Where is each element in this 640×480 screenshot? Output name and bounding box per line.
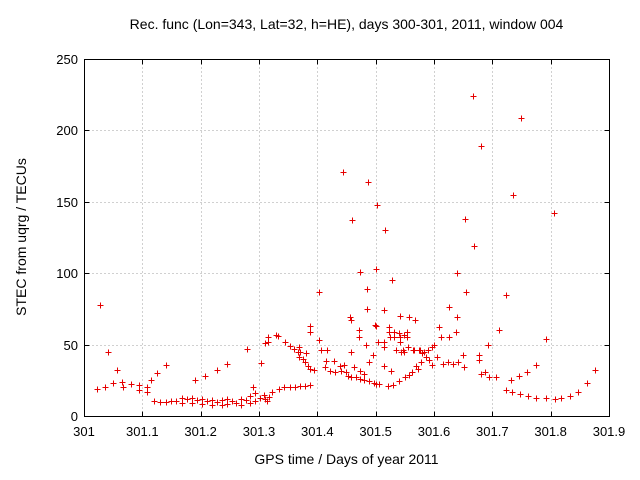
x-tick-label: 301.3 [242,424,276,439]
y-tick-label: 250 [56,52,78,67]
chart-title: Rec. func (Lon=343, Lat=32, h=HE), days … [129,16,564,32]
plot-border [84,59,610,417]
y-tick-label: 150 [56,194,78,210]
x-tick-label: 301.2 [184,424,217,439]
x-tick-label: 301.6 [417,424,451,439]
x-tick-label: 301.7 [476,424,509,439]
x-tick-label: 301.1 [126,424,159,439]
x-tick-label: 301 [73,424,95,439]
data-points [94,93,599,409]
axis-ticks [84,59,610,417]
x-tick-label: 301.4 [301,424,334,439]
y-tick-label: 100 [56,266,78,282]
y-tick-label: 50 [63,337,78,353]
x-tick-label: 301.9 [592,424,626,439]
x-tick-label: 301.8 [534,424,567,439]
y-tick-label: 0 [70,409,78,424]
y-tick-label: 200 [56,123,78,139]
x-tick-label: 301.5 [359,424,392,439]
grid-lines [84,59,610,417]
x-axis-label: GPS time / Days of year 2011 [254,451,439,467]
